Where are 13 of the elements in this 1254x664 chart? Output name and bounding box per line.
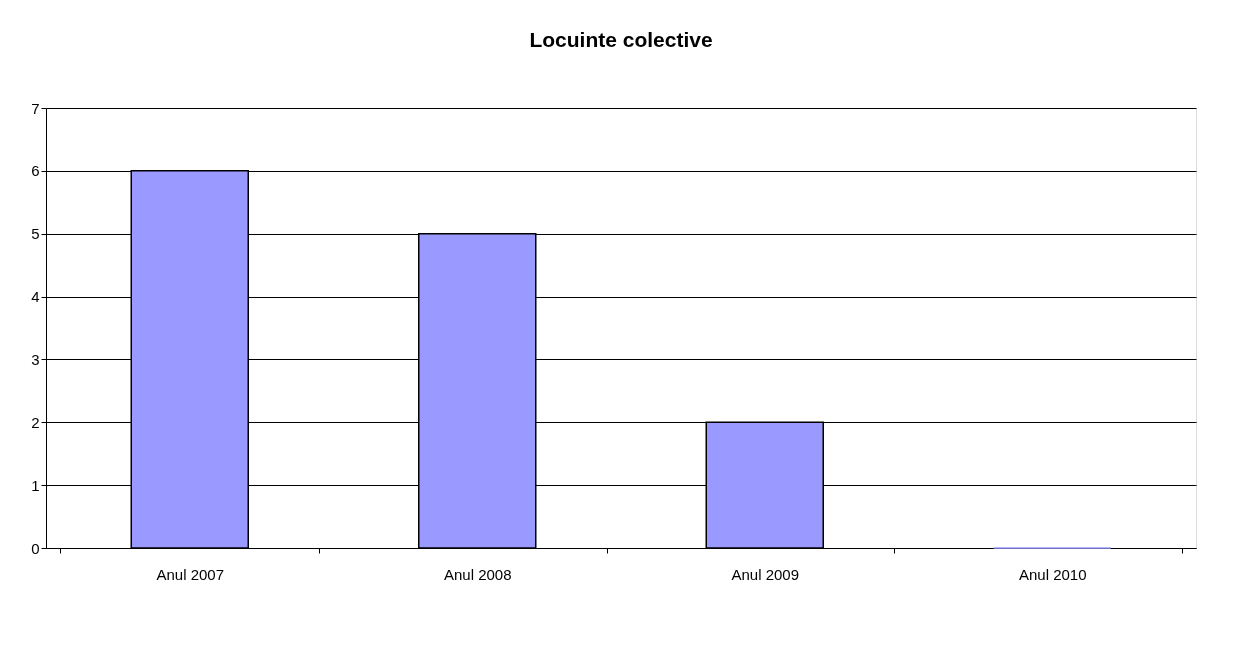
y-tick-label: 7 bbox=[31, 99, 40, 117]
y-tick-label: 6 bbox=[31, 162, 40, 180]
chart-title: Locuinte colective bbox=[529, 28, 713, 51]
y-tick-label: 5 bbox=[31, 225, 40, 243]
y-tick-label: 0 bbox=[31, 539, 40, 557]
y-tick-label: 1 bbox=[31, 476, 40, 494]
x-tick-label: Anul 2009 bbox=[731, 565, 800, 583]
x-tick-label: Anul 2010 bbox=[1018, 565, 1087, 583]
x-tick-label: Anul 2008 bbox=[443, 565, 512, 583]
y-tick-label: 3 bbox=[31, 350, 40, 368]
y-tick-label: 2 bbox=[31, 413, 40, 431]
y-tick-label: 4 bbox=[31, 288, 40, 306]
x-tick-label: Anul 2007 bbox=[156, 565, 225, 583]
